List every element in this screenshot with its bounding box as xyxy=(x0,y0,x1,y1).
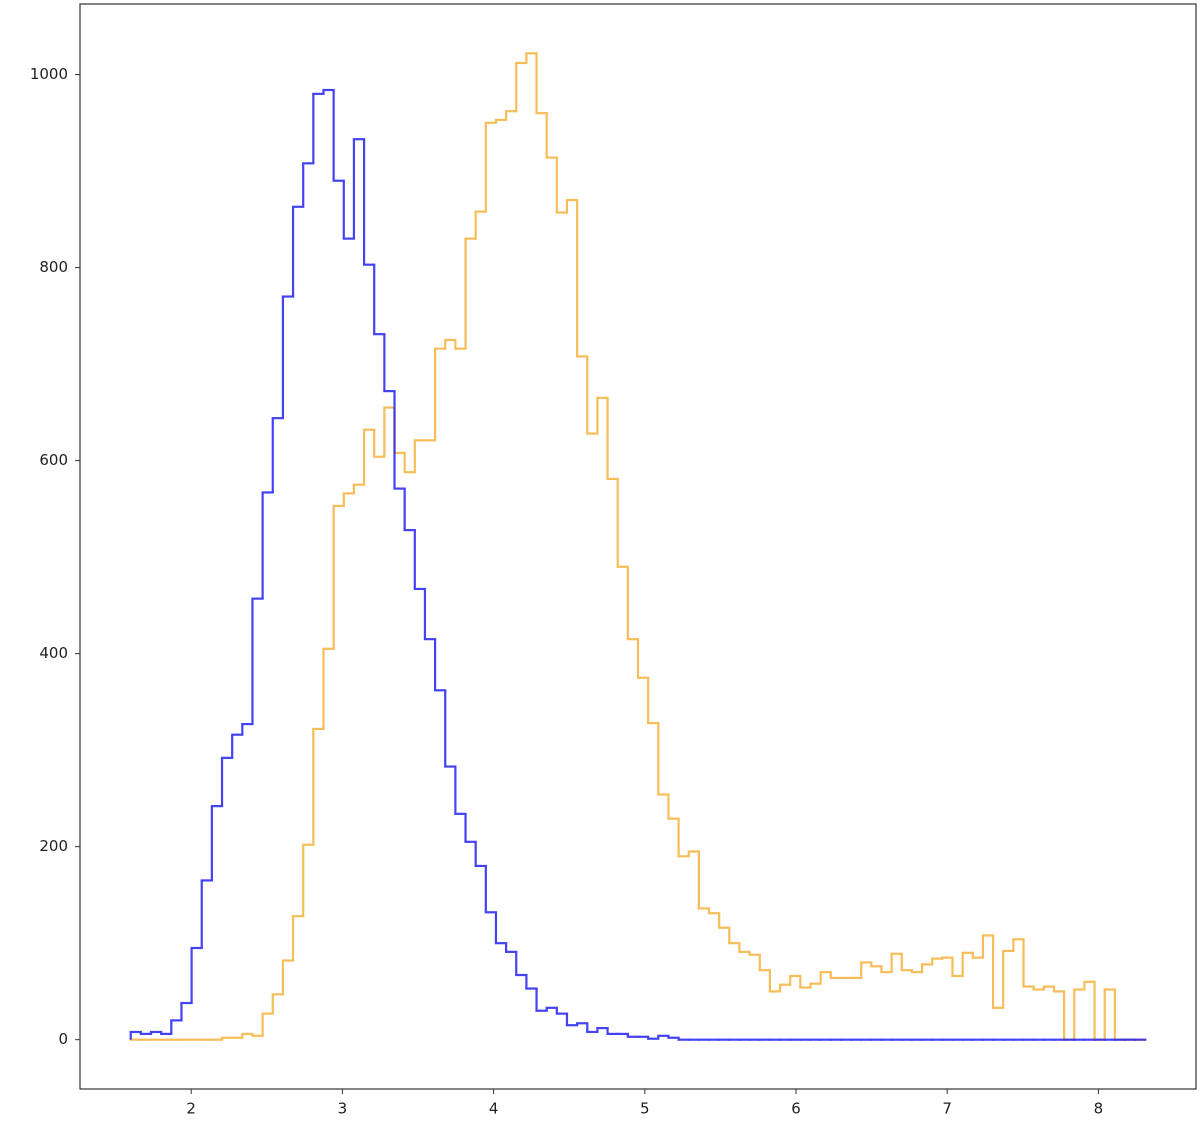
x-tick-label: 6 xyxy=(791,1100,801,1118)
axes-frame xyxy=(79,3,1197,1090)
x-tick-label: 7 xyxy=(942,1100,952,1118)
x-tick-label: 4 xyxy=(489,1100,499,1118)
y-tick-label: 200 xyxy=(39,837,68,855)
y-tick-label: 0 xyxy=(58,1030,68,1048)
y-tick-label: 600 xyxy=(39,451,68,469)
y-tick-label: 400 xyxy=(39,644,68,662)
x-tick-label: 2 xyxy=(186,1100,196,1118)
x-tick-label: 8 xyxy=(1094,1100,1104,1118)
histogram-series xyxy=(129,88,1147,1041)
x-tick-label: 3 xyxy=(338,1100,348,1118)
x-tick-label: 5 xyxy=(640,1100,650,1118)
plot-area xyxy=(129,52,1147,1041)
y-tick-label: 800 xyxy=(39,258,68,276)
y-tick-label: 1000 xyxy=(30,65,68,83)
histogram-series xyxy=(129,52,1147,1041)
